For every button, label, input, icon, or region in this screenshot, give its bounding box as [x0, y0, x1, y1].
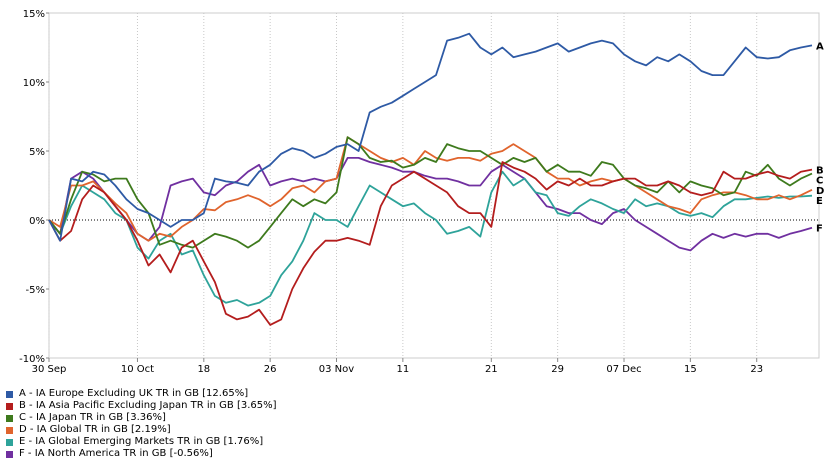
- series-line: [48, 136, 813, 242]
- series-line: [48, 170, 813, 307]
- legend-swatch: [6, 390, 13, 398]
- y-axis-ticks: -10% -5% 0% 5% 10% 15%: [19, 9, 49, 365]
- series-line: [48, 32, 813, 242]
- y-tick-label: 0%: [29, 216, 45, 227]
- x-tick-label: 18: [197, 364, 210, 375]
- x-tick-label: 07 Dec: [606, 364, 641, 375]
- legend-item[interactable]: E - IA Global Emerging Markets TR in GB …: [6, 436, 277, 448]
- legend-label: F - IA North America TR in GB [-0.56%]: [19, 448, 213, 459]
- legend-item[interactable]: A - IA Europe Excluding UK TR in GB [12.…: [6, 388, 277, 400]
- x-tick-label: 23: [750, 364, 763, 375]
- series-lines: [48, 32, 813, 326]
- series-line: [48, 156, 813, 252]
- x-tick-label: 26: [264, 364, 277, 375]
- series-end-label: C: [816, 176, 823, 187]
- x-tick-label: 10 Oct: [121, 364, 154, 375]
- legend-label: E - IA Global Emerging Markets TR in GB …: [19, 436, 264, 447]
- legend: A - IA Europe Excluding UK TR in GB [12.…: [6, 388, 277, 460]
- legend-swatch: [6, 438, 13, 446]
- series-line: [48, 161, 813, 326]
- legend-swatch: [6, 450, 13, 458]
- y-tick-label: -5%: [26, 285, 45, 296]
- x-tick-label: 21: [485, 364, 498, 375]
- legend-item[interactable]: D - IA Global TR in GB [2.19%]: [6, 424, 277, 436]
- y-tick-label: 10%: [23, 78, 45, 89]
- x-tick-label: 30 Sep: [32, 364, 67, 375]
- series-end-label: E: [816, 196, 823, 207]
- x-axis-ticks: 30 Sep 10 Oct 18 26 03 Nov 11 21 29 07 Dec 15 23: [32, 358, 763, 375]
- y-tick-label: 15%: [23, 9, 45, 20]
- legend-item[interactable]: F - IA North America TR in GB [-0.56%]: [6, 448, 277, 460]
- legend-swatch: [6, 402, 13, 410]
- legend-swatch: [6, 426, 13, 434]
- legend-item[interactable]: C - IA Japan TR in GB [3.36%]: [6, 412, 277, 424]
- series-end-label: A: [816, 41, 824, 52]
- x-tick-label: 29: [551, 364, 564, 375]
- series-end-label: D: [816, 186, 824, 197]
- legend-label: D - IA Global TR in GB [2.19%]: [19, 424, 171, 435]
- legend-label: A - IA Europe Excluding UK TR in GB [12.…: [19, 388, 249, 399]
- line-chart: -10% -5% 0% 5% 10% 15% 30 Sep 10 Oct 18 26 03 Nov…: [19, 9, 824, 375]
- legend-item[interactable]: B - IA Asia Pacific Excluding Japan TR i…: [6, 400, 277, 412]
- y-tick-label: 5%: [29, 147, 45, 158]
- legend-label: B - IA Asia Pacific Excluding Japan TR i…: [19, 400, 277, 411]
- series-end-label: F: [816, 224, 823, 235]
- legend-label: C - IA Japan TR in GB [3.36%]: [19, 412, 166, 423]
- legend-swatch: [6, 414, 13, 422]
- x-tick-label: 15: [684, 364, 697, 375]
- gridlines: [48, 13, 819, 358]
- series-end-label: B: [816, 166, 824, 177]
- x-tick-label: 03 Nov: [319, 364, 355, 375]
- x-tick-label: 11: [396, 364, 409, 375]
- series-line: [48, 136, 813, 249]
- y-tick-label: -10%: [19, 354, 45, 365]
